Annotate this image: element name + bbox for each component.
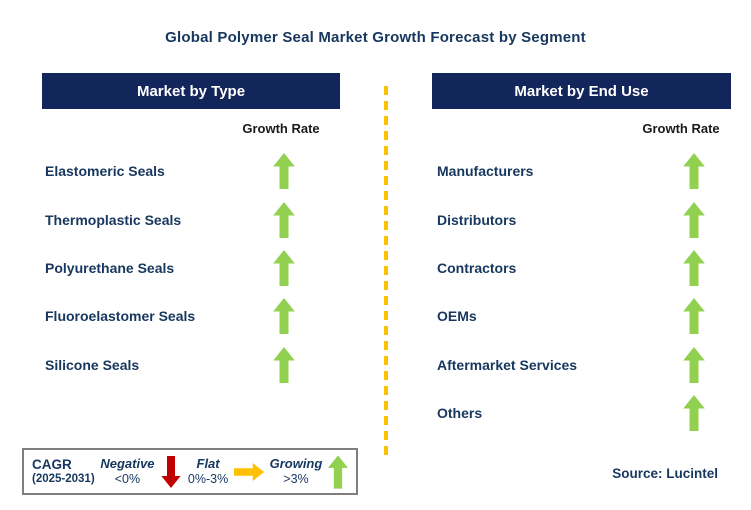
segment-row: Silicone Seals [45,341,295,389]
legend-entry-growing: Growing >3% [270,456,323,487]
segment-label: Contractors [437,260,517,276]
growth-up-arrow-icon [273,347,295,383]
legend-entry-range: >3% [283,471,309,486]
dashed-divider [384,86,388,456]
segment-label: Elastomeric Seals [45,163,165,179]
segment-label: Distributors [437,212,517,228]
growth-up-arrow-icon [273,250,295,286]
segment-row: Polyurethane Seals [45,244,295,292]
segment-row: Fluoroelastomer Seals [45,292,295,340]
growth-up-arrow-icon [683,298,705,334]
segment-label: Silicone Seals [45,357,140,373]
segment-row: OEMs [437,292,705,340]
growth-rate-column-label: Growth Rate [242,121,320,136]
page-title: Global Polymer Seal Market Growth Foreca… [165,29,586,46]
legend-entry-range: 0%-3% [187,471,229,486]
growing-up-arrow-icon [328,454,348,489]
panel-header-market-by-end-use: Market by End Use [432,73,731,109]
growth-up-arrow-icon [273,298,295,334]
negative-down-arrow-icon [160,455,182,488]
segment-label: OEMs [437,308,477,324]
panel-header-label: Market by End Use [514,82,649,100]
growth-up-arrow-icon [273,202,295,238]
legend-entry-range: <0% [114,471,141,486]
segment-label: Fluoroelastomer Seals [45,308,196,324]
segment-row: Aftermarket Services [437,341,705,389]
segment-label: Polyurethane Seals [45,260,175,276]
legend-metric: CAGR (2025-2031) [32,457,95,487]
growth-up-arrow-icon [683,250,705,286]
legend-entry-label: Flat [196,456,220,472]
growth-up-arrow-icon [683,395,705,431]
cagr-legend-box: CAGR (2025-2031) Negative <0% Flat 0%-3%… [22,448,358,495]
legend-entry-label: Growing [269,456,323,472]
segment-label: Aftermarket Services [437,357,578,373]
segment-label: Thermoplastic Seals [45,212,182,228]
segment-label: Manufacturers [437,163,534,179]
legend-entry-negative: Negative <0% [100,456,154,487]
segment-row: Thermoplastic Seals [45,196,295,244]
growth-up-arrow-icon [683,153,705,189]
segment-row: Others [437,389,705,437]
growth-up-arrow-icon [683,347,705,383]
legend-metric-period: (2025-2031) [32,472,95,485]
growth-up-arrow-icon [683,202,705,238]
panel-header-market-by-type: Market by Type [42,73,340,109]
growth-rate-column-label: Growth Rate [642,121,720,136]
source-attribution: Source: Lucintel [612,466,718,481]
segment-row: Distributors [437,196,705,244]
panel-header-label: Market by Type [136,82,246,100]
segment-row: Elastomeric Seals [45,147,295,195]
growth-up-arrow-icon [273,153,295,189]
segment-row: Contractors [437,244,705,292]
legend-entry-flat: Flat 0%-3% [188,456,228,487]
legend-metric-title: CAGR [32,456,72,472]
flat-right-arrow-icon [233,462,264,481]
segment-row: Manufacturers [437,147,705,195]
legend-entry-label: Negative [100,456,155,472]
segment-label: Others [437,405,483,421]
